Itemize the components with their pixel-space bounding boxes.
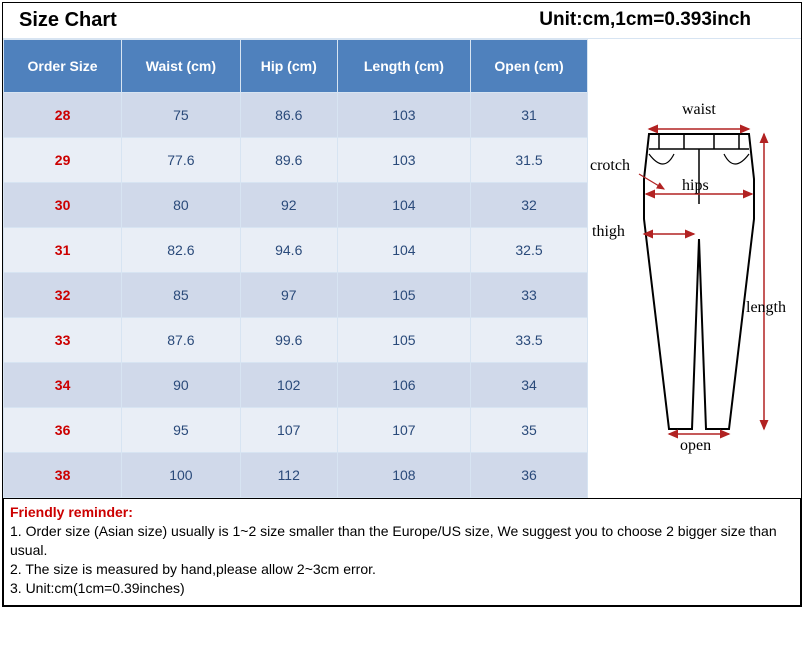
cell-order-size: 38: [4, 453, 122, 498]
reminder-title: Friendly reminder:: [10, 503, 794, 522]
cell-value: 85: [122, 273, 241, 318]
table-row: 3810011210836: [4, 453, 588, 498]
cell-value: 105: [337, 318, 470, 363]
col-header: Open (cm): [471, 40, 588, 93]
cell-value: 99.6: [240, 318, 337, 363]
unit-note: Unit:cm,1cm=0.393inch: [539, 9, 751, 32]
cell-value: 103: [337, 138, 470, 183]
cell-value: 107: [337, 408, 470, 453]
col-header: Length (cm): [337, 40, 470, 93]
col-header: Order Size: [4, 40, 122, 93]
cell-value: 94.6: [240, 228, 337, 273]
size-table: Order Size Waist (cm) Hip (cm) Length (c…: [3, 39, 588, 498]
label-hips: hips: [682, 177, 709, 195]
table-row: 30809210432: [4, 183, 588, 228]
col-header: Waist (cm): [122, 40, 241, 93]
cell-value: 102: [240, 363, 337, 408]
label-thigh: thigh: [592, 223, 625, 241]
cell-value: 108: [337, 453, 470, 498]
cell-value: 112: [240, 453, 337, 498]
cell-value: 104: [337, 228, 470, 273]
cell-value: 33: [471, 273, 588, 318]
cell-value: 80: [122, 183, 241, 228]
cell-value: 75: [122, 93, 241, 138]
cell-order-size: 28: [4, 93, 122, 138]
reminder-line: 1. Order size (Asian size) usually is 1~…: [10, 522, 794, 560]
size-chart-container: Size Chart Unit:cm,1cm=0.393inch Order S…: [2, 2, 802, 607]
cell-value: 33.5: [471, 318, 588, 363]
cell-value: 34: [471, 363, 588, 408]
col-header: Hip (cm): [240, 40, 337, 93]
table-row: 3387.699.610533.5: [4, 318, 588, 363]
cell-value: 35: [471, 408, 588, 453]
cell-value: 100: [122, 453, 241, 498]
cell-value: 77.6: [122, 138, 241, 183]
title-row: Size Chart Unit:cm,1cm=0.393inch: [3, 3, 801, 39]
content-row: Order Size Waist (cm) Hip (cm) Length (c…: [3, 39, 801, 498]
cell-value: 90: [122, 363, 241, 408]
label-waist: waist: [682, 101, 716, 119]
cell-value: 92: [240, 183, 337, 228]
label-length: length: [746, 299, 786, 317]
cell-value: 105: [337, 273, 470, 318]
cell-order-size: 34: [4, 363, 122, 408]
label-crotch: crotch: [590, 157, 630, 175]
label-open: open: [680, 437, 711, 455]
cell-order-size: 30: [4, 183, 122, 228]
table-row: 287586.610331: [4, 93, 588, 138]
cell-value: 32.5: [471, 228, 588, 273]
cell-value: 106: [337, 363, 470, 408]
cell-value: 89.6: [240, 138, 337, 183]
cell-order-size: 31: [4, 228, 122, 273]
header-row: Order Size Waist (cm) Hip (cm) Length (c…: [4, 40, 588, 93]
table-row: 349010210634: [4, 363, 588, 408]
cell-order-size: 29: [4, 138, 122, 183]
table-area: Order Size Waist (cm) Hip (cm) Length (c…: [3, 39, 588, 498]
cell-value: 82.6: [122, 228, 241, 273]
cell-value: 97: [240, 273, 337, 318]
cell-value: 87.6: [122, 318, 241, 363]
cell-order-size: 36: [4, 408, 122, 453]
reminder-line: 3. Unit:cm(1cm=0.39inches): [10, 579, 794, 598]
cell-order-size: 33: [4, 318, 122, 363]
reminder-line: 2. The size is measured by hand,please a…: [10, 560, 794, 579]
cell-value: 36: [471, 453, 588, 498]
table-row: 369510710735: [4, 408, 588, 453]
reminder-box: Friendly reminder: 1. Order size (Asian …: [3, 498, 801, 606]
table-row: 3182.694.610432.5: [4, 228, 588, 273]
cell-value: 95: [122, 408, 241, 453]
cell-value: 107: [240, 408, 337, 453]
cell-value: 104: [337, 183, 470, 228]
cell-value: 31: [471, 93, 588, 138]
table-row: 2977.689.610331.5: [4, 138, 588, 183]
cell-value: 32: [471, 183, 588, 228]
chart-title: Size Chart: [19, 9, 117, 32]
pants-svg: [594, 99, 794, 479]
pants-diagram: waist crotch hips thigh open length: [594, 99, 794, 479]
cell-value: 31.5: [471, 138, 588, 183]
diagram-area: waist crotch hips thigh open length: [588, 39, 801, 498]
cell-value: 103: [337, 93, 470, 138]
table-row: 32859710533: [4, 273, 588, 318]
cell-order-size: 32: [4, 273, 122, 318]
cell-value: 86.6: [240, 93, 337, 138]
